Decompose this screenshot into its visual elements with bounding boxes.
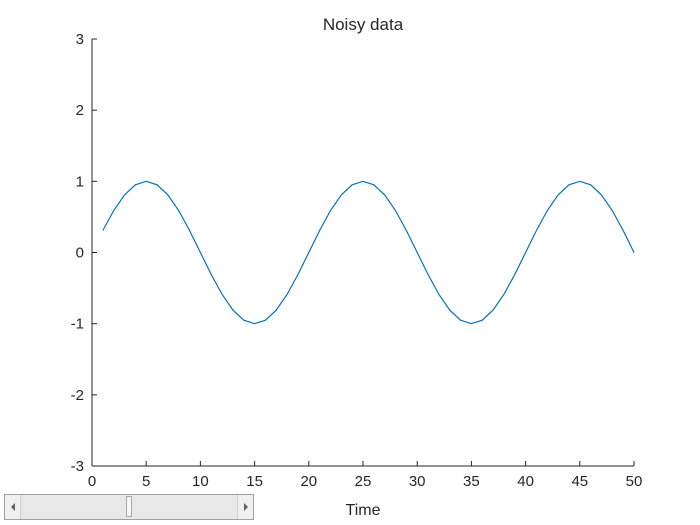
x-tick-label: 10 <box>192 473 209 490</box>
scrollbar-track[interactable] <box>21 495 237 519</box>
y-tick-label: 3 <box>76 31 84 48</box>
axes: 0 5 10 15 20 25 30 35 40 45 50 -3 -2 -1 0 1 2 3 <box>71 31 643 490</box>
x-tick-label: 25 <box>355 473 372 490</box>
x-tick-label: 15 <box>246 473 263 490</box>
x-tick-label: 30 <box>409 473 426 490</box>
y-tick-label: 2 <box>76 102 84 119</box>
x-tick-label: 40 <box>517 473 534 490</box>
x-tick-label: 50 <box>626 473 643 490</box>
y-tick-label: -1 <box>71 316 84 333</box>
x-tick-label: 5 <box>142 473 150 490</box>
scroll-left-button[interactable] <box>5 495 21 519</box>
x-tick-label: 35 <box>463 473 480 490</box>
y-tick-label: -2 <box>71 387 84 404</box>
y-tick-label: 0 <box>76 245 84 262</box>
series-line <box>102 180 635 325</box>
plot-area <box>102 180 635 325</box>
right-arrow-icon <box>243 503 248 511</box>
y-tick-label: 1 <box>76 173 84 190</box>
y-tick-label: -3 <box>71 458 84 475</box>
left-arrow-icon <box>10 503 15 511</box>
x-axis-label: Time <box>346 502 381 519</box>
scrollbar-thumb[interactable] <box>126 496 132 517</box>
x-tick-label: 20 <box>300 473 317 490</box>
chart-title: Noisy data <box>323 15 404 34</box>
horizontal-scrollbar[interactable] <box>4 494 254 520</box>
x-tick-label: 45 <box>571 473 588 490</box>
scroll-right-button[interactable] <box>237 495 253 519</box>
x-tick-label: 0 <box>88 473 96 490</box>
